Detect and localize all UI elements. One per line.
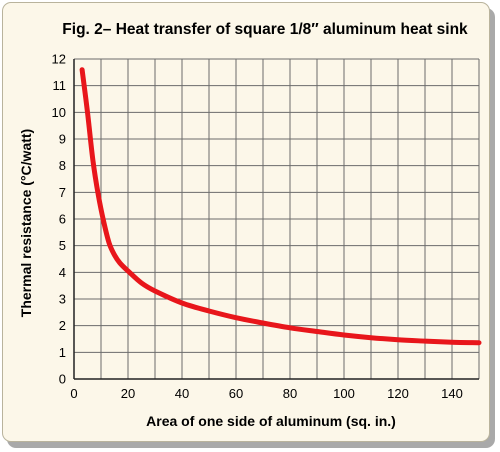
y-tick-label: 7 [59,185,66,200]
x-tick-label: 80 [283,386,297,401]
chart-title: Fig. 2– Heat transfer of square 1/8″ alu… [62,21,468,38]
x-tick-label: 20 [121,386,135,401]
x-tick-label: 0 [70,386,77,401]
chart-svg: Fig. 2– Heat transfer of square 1/8″ alu… [18,21,482,429]
x-tick-labels: 0 20 40 60 80 100 120 140 [70,386,462,401]
y-tick-label: 10 [52,105,66,120]
x-tick-label: 40 [175,386,189,401]
y-tick-label: 4 [59,265,66,280]
chart-series [79,67,482,346]
y-tick-label: 2 [59,318,66,333]
y-tick-label: 8 [59,158,66,173]
x-tick-label: 100 [333,386,355,401]
y-tick-label: 5 [59,238,66,253]
y-tick-label: 9 [59,132,66,147]
x-axis-title: Area of one side of aluminum (sq. in.) [146,413,396,429]
y-tick-label: 12 [52,52,66,67]
y-tick-label: 3 [59,292,66,307]
chart-axes [73,59,479,380]
series-line [79,67,482,346]
chart-grid [73,58,480,380]
chart-panel: Fig. 2– Heat transfer of square 1/8″ alu… [2,2,490,442]
y-tick-label: 11 [53,78,67,93]
y-tick-label: 0 [59,372,66,387]
x-tick-label: 140 [441,386,463,401]
x-tick-label: 120 [387,386,409,401]
x-tick-label: 60 [229,386,243,401]
y-tick-label: 6 [59,212,66,227]
y-tick-label: 1 [59,345,66,360]
y-axis-title: Thermal resistance (°C/watt) [18,129,34,317]
